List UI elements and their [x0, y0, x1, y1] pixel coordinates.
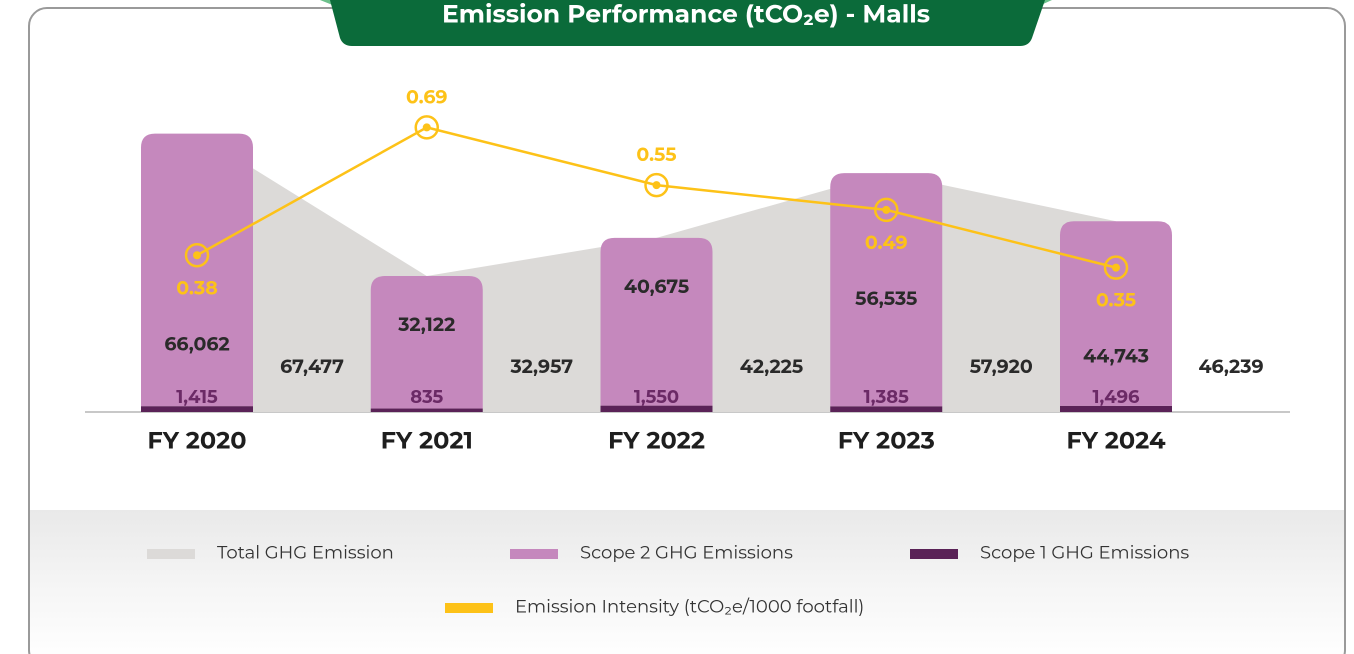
total-label: 32,957: [510, 355, 574, 378]
total-label: 46,239: [1198, 355, 1263, 378]
total-label: 42,225: [740, 355, 803, 378]
bar: [141, 133, 253, 407]
intensity-marker: [644, 172, 669, 198]
intensity-label: 0.38: [176, 276, 218, 299]
intensity-label: 0.35: [1096, 289, 1136, 312]
scope2-label: 44,743: [1083, 345, 1149, 368]
intensity-dot: [882, 205, 891, 214]
bar: [830, 173, 943, 407]
intensity-label: 0.49: [865, 231, 908, 254]
intensity-marker: [184, 243, 210, 268]
x-tick-label: FY 2024: [1066, 426, 1166, 455]
scope2-label: 56,535: [855, 287, 917, 310]
legend-swatch: [910, 549, 958, 559]
bar: [1060, 405, 1172, 412]
x-tick-label: FY 2021: [381, 426, 473, 455]
chart-title: Emission Performance (tCO₂e) - Malls: [442, 0, 930, 30]
intensity-dot: [193, 251, 201, 260]
intensity-marker: [414, 115, 439, 140]
legend-label: Scope 1 GHG Emissions: [980, 542, 1189, 564]
x-tick-label: FY 2023: [838, 426, 935, 455]
bar: [1060, 221, 1172, 406]
legend-swatch: [445, 603, 493, 613]
intensity-label: 0.55: [636, 143, 676, 166]
bar: [370, 276, 483, 409]
scope2-label: 40,675: [624, 275, 689, 298]
legend-label: Total GHG Emission: [217, 542, 394, 564]
title-banner: [330, 0, 1045, 46]
legend-swatch: [147, 549, 195, 559]
intensity-dot: [1112, 263, 1120, 272]
scope1-label: 1,415: [176, 386, 218, 408]
scope1-label: 1,496: [1092, 386, 1140, 408]
bar: [370, 408, 483, 412]
legend-band: [28, 510, 1346, 654]
scope2-label: 66,062: [164, 332, 229, 355]
scope1-label: 1,550: [634, 386, 679, 408]
intensity-marker: [874, 197, 899, 223]
bar: [600, 405, 713, 412]
intensity-label: 0.69: [406, 85, 448, 108]
scope2-label: 32,122: [397, 313, 455, 336]
total-label: 57,920: [970, 355, 1033, 378]
bar: [830, 406, 943, 412]
intensity-dot: [652, 181, 661, 190]
legend-label: Scope 2 GHG Emissions: [580, 542, 793, 564]
intensity-dot: [422, 123, 431, 132]
legend-swatch: [510, 549, 558, 559]
x-tick-label: FY 2022: [608, 426, 705, 455]
bar: [141, 406, 253, 412]
scope1-label: 835: [410, 386, 443, 408]
total-label: 67,477: [280, 355, 344, 378]
bar: [600, 237, 713, 406]
legend-label: Emission Intensity (tCO₂e/1000 footfall): [515, 596, 864, 618]
scope1-label: 1,385: [864, 386, 909, 408]
intensity-marker: [1103, 255, 1129, 280]
x-tick-label: FY 2020: [147, 426, 246, 455]
